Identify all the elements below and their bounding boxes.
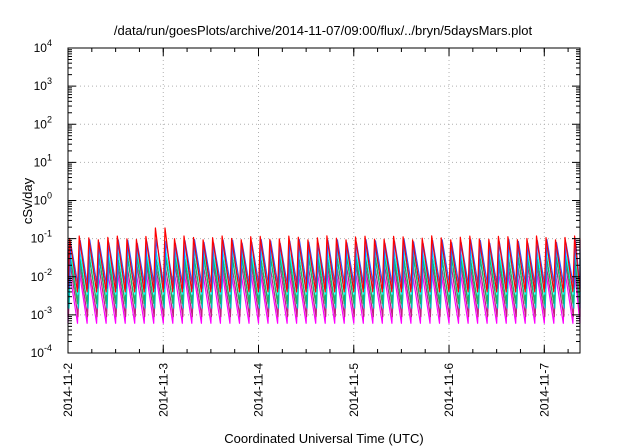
x-tick-label: 2014-11-5 — [347, 363, 361, 417]
x-tick-label: 2014-11-6 — [442, 363, 456, 417]
x-tick-label: 2014-11-2 — [61, 363, 75, 417]
y-axis-label: cSv/day — [20, 177, 35, 224]
x-axis-label: Coordinated Universal Time (UTC) — [224, 431, 423, 446]
x-tick-label: 2014-11-7 — [537, 363, 551, 417]
x-tick-label: 2014-11-4 — [252, 363, 266, 417]
chart-title: /data/run/goesPlots/archive/2014-11-07/0… — [114, 23, 533, 38]
x-tick-label: 2014-11-3 — [156, 363, 170, 417]
